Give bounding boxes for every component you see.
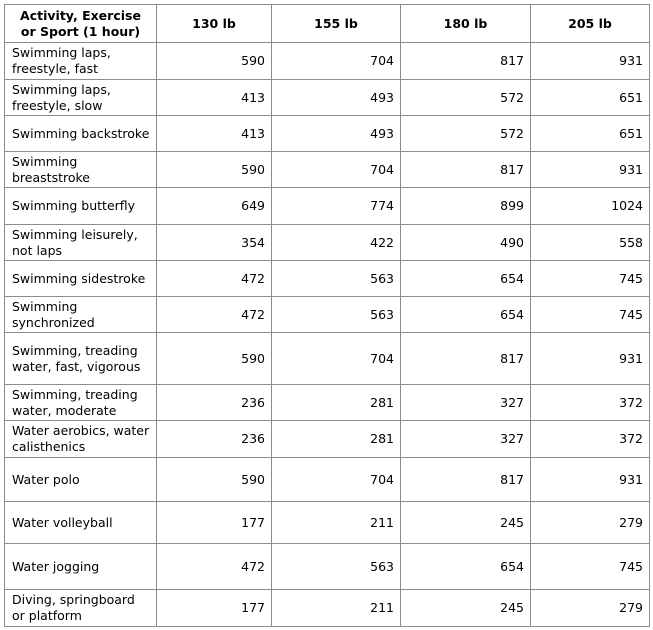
calorie-cell: 817 [400,151,531,188]
calorie-cell: 745 [530,260,650,297]
table-row: Swimming breaststroke 590 704 817 931 [4,151,650,188]
table-row: Swimming, treading water, moderate 236 281… [4,384,650,421]
table-row: Swimming backstroke 413 493 572 651 [4,115,650,152]
activity-cell: Water volleyball [4,501,157,544]
calorie-cell: 211 [271,589,401,627]
table-row: Diving, springboard or platform 177 211 245… [4,589,650,627]
calorie-cell: 413 [156,79,272,116]
calorie-cell: 654 [400,260,531,297]
calorie-cell: 572 [400,79,531,116]
calorie-cell: 422 [271,224,401,261]
table-row: Water aerobics, water calisthenics 236 281… [4,420,650,458]
calorie-cell: 590 [156,457,272,502]
calorie-cell: 649 [156,187,272,225]
calorie-table: Activity, Exercise or Sport (1 hour) 130… [4,4,650,627]
calorie-cell: 372 [530,420,650,458]
calorie-cell: 327 [400,420,531,458]
calorie-cell: 931 [530,457,650,502]
calorie-cell: 651 [530,79,650,116]
table-row: Swimming leisurely, not laps 354 422 490 558 [4,224,650,261]
calorie-cell: 745 [530,296,650,333]
calorie-cell: 245 [400,589,531,627]
calorie-cell: 774 [271,187,401,225]
calorie-cell: 590 [156,332,272,385]
table-header: Activity, Exercise or Sport (1 hour) 130… [4,4,650,43]
activity-cell: Swimming leisurely, not laps [4,224,157,261]
calorie-cell: 931 [530,42,650,80]
table-row: Water polo 590 704 817 931 [4,457,650,502]
calorie-cell: 558 [530,224,650,261]
calorie-cell: 563 [271,543,401,590]
activity-cell: Swimming synchronized [4,296,157,333]
calorie-cell: 745 [530,543,650,590]
calorie-cell: 472 [156,260,272,297]
table-row: Swimming laps, freestyle, slow 413 493 572 6… [4,79,650,116]
calorie-cell: 899 [400,187,531,225]
activity-cell: Swimming laps, freestyle, slow [4,79,157,116]
calorie-cell: 704 [271,42,401,80]
calorie-cell: 817 [400,42,531,80]
activity-cell: Swimming backstroke [4,115,157,152]
activity-cell: Swimming laps, freestyle, fast [4,42,157,80]
calorie-cell: 931 [530,332,650,385]
header-205lb: 205 lb [530,4,650,43]
calorie-cell: 236 [156,384,272,421]
calorie-cell: 413 [156,115,272,152]
calorie-cell: 493 [271,115,401,152]
activity-cell: Swimming, treading water, fast, vigorous [4,332,157,385]
activity-cell: Water aerobics, water calisthenics [4,420,157,458]
calorie-cell: 590 [156,151,272,188]
calorie-cell: 281 [271,384,401,421]
calorie-cell: 704 [271,151,401,188]
header-180lb: 180 lb [400,4,531,43]
table-row: Swimming butterfly 649 774 899 1024 [4,187,650,225]
calorie-cell: 654 [400,543,531,590]
calorie-cell: 279 [530,501,650,544]
header-activity: Activity, Exercise or Sport (1 hour) [4,4,157,43]
calorie-cell: 372 [530,384,650,421]
calorie-cell: 563 [271,296,401,333]
calorie-cell: 651 [530,115,650,152]
calorie-cell: 590 [156,42,272,80]
activity-cell: Swimming breaststroke [4,151,157,188]
calorie-cell: 354 [156,224,272,261]
header-130lb: 130 lb [156,4,272,43]
table-body: Swimming laps, freestyle, fast 590 704 817 9… [4,42,650,627]
calorie-cell: 327 [400,384,531,421]
calorie-cell: 211 [271,501,401,544]
calorie-cell: 472 [156,296,272,333]
calorie-cell: 281 [271,420,401,458]
calorie-cell: 654 [400,296,531,333]
header-155lb: 155 lb [271,4,401,43]
activity-cell: Diving, springboard or platform [4,589,157,627]
calorie-cell: 236 [156,420,272,458]
header-row: Activity, Exercise or Sport (1 hour) 130… [4,4,650,43]
calorie-cell: 704 [271,332,401,385]
table-row: Water volleyball 177 211 245 279 [4,501,650,544]
calorie-cell: 493 [271,79,401,116]
calorie-cell: 177 [156,501,272,544]
calorie-cell: 1024 [530,187,650,225]
table-row: Swimming synchronized 472 563 654 745 [4,296,650,333]
calorie-cell: 563 [271,260,401,297]
table-row: Swimming laps, freestyle, fast 590 704 817 9… [4,42,650,80]
calorie-cell: 931 [530,151,650,188]
calorie-cell: 490 [400,224,531,261]
table-row: Swimming sidestroke 472 563 654 745 [4,260,650,297]
table-row: Swimming, treading water, fast, vigorous… [4,332,650,385]
calorie-cell: 177 [156,589,272,627]
calorie-cell: 704 [271,457,401,502]
activity-cell: Water jogging [4,543,157,590]
activity-cell: Swimming, treading water, moderate [4,384,157,421]
table-row: Water jogging 472 563 654 745 [4,543,650,590]
activity-cell: Water polo [4,457,157,502]
activity-cell: Swimming butterfly [4,187,157,225]
calorie-cell: 279 [530,589,650,627]
calorie-cell: 817 [400,457,531,502]
calorie-cell: 245 [400,501,531,544]
activity-cell: Swimming sidestroke [4,260,157,297]
calorie-cell: 472 [156,543,272,590]
calorie-cell: 817 [400,332,531,385]
calorie-cell: 572 [400,115,531,152]
